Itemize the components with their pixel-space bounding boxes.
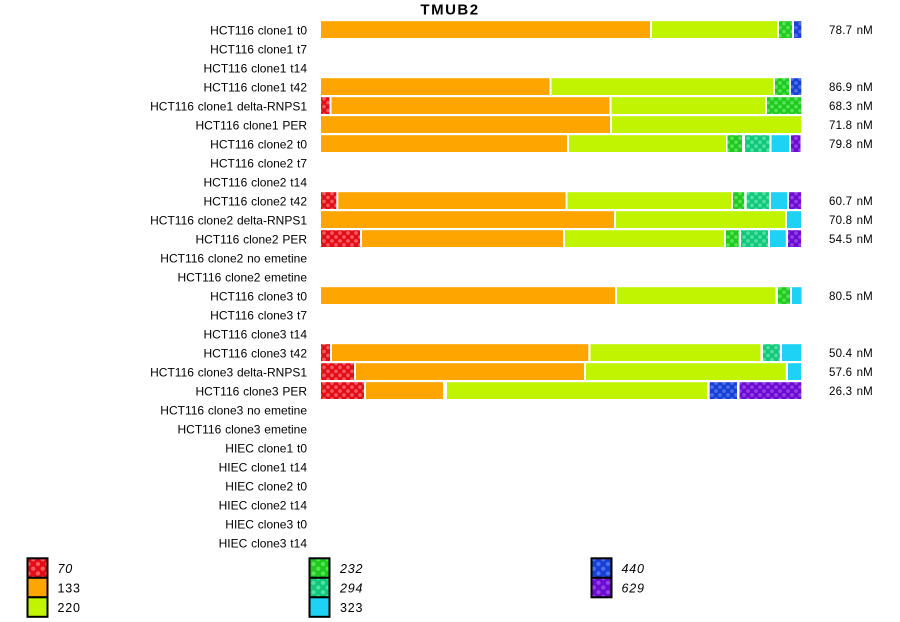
svg-text:HCT116 clone1 t0: HCT116 clone1 t0 — [210, 24, 307, 38]
svg-text:HIEC clone2 t0: HIEC clone2 t0 — [225, 480, 307, 494]
svg-text:440: 440 — [622, 562, 645, 576]
svg-text:70.8 nM: 70.8 nM — [829, 215, 873, 227]
svg-text:HCT116 clone2 t7: HCT116 clone2 t7 — [210, 157, 307, 171]
svg-text:78.7 nM: 78.7 nM — [829, 25, 873, 37]
svg-text:60.7 nM: 60.7 nM — [829, 196, 873, 208]
svg-text:220: 220 — [58, 601, 81, 615]
svg-text:HCT116 clone2 t42: HCT116 clone2 t42 — [203, 195, 307, 209]
svg-text:HCT116 clone3 t0: HCT116 clone3 t0 — [210, 290, 307, 304]
svg-text:HCT116 clone3 emetine: HCT116 clone3 emetine — [177, 423, 307, 437]
svg-text:HCT116 clone2 t14: HCT116 clone2 t14 — [203, 176, 307, 190]
svg-text:68.3 nM: 68.3 nM — [829, 101, 873, 113]
svg-text:HCT116 clone3 PER: HCT116 clone3 PER — [196, 385, 308, 399]
svg-text:294: 294 — [339, 582, 363, 596]
svg-text:HCT116 clone1 t14: HCT116 clone1 t14 — [203, 62, 307, 76]
svg-text:HIEC clone1 t14: HIEC clone1 t14 — [219, 461, 308, 475]
svg-text:232: 232 — [339, 562, 363, 576]
svg-text:71.8 nM: 71.8 nM — [829, 120, 873, 132]
svg-text:HIEC clone2 t14: HIEC clone2 t14 — [219, 499, 308, 513]
svg-text:323: 323 — [340, 601, 363, 615]
svg-text:HCT116 clone3 t7: HCT116 clone3 t7 — [210, 309, 307, 323]
svg-text:HCT116 clone2 emetine: HCT116 clone2 emetine — [177, 271, 307, 285]
svg-text:133: 133 — [58, 582, 81, 596]
svg-text:HCT116 clone2 PER: HCT116 clone2 PER — [196, 233, 308, 247]
svg-text:HCT116 clone1 t42: HCT116 clone1 t42 — [203, 81, 307, 95]
svg-text:TMUB2: TMUB2 — [420, 1, 479, 18]
svg-text:HCT116 clone1 PER: HCT116 clone1 PER — [196, 119, 308, 133]
svg-text:HCT116 clone3 no emetine: HCT116 clone3 no emetine — [160, 404, 307, 418]
svg-text:HIEC clone3 t14: HIEC clone3 t14 — [219, 537, 308, 551]
svg-text:80.5 nM: 80.5 nM — [829, 291, 873, 303]
svg-text:HIEC clone1 t0: HIEC clone1 t0 — [225, 442, 307, 456]
svg-text:54.5 nM: 54.5 nM — [829, 234, 873, 246]
svg-text:HCT116 clone2 delta-RNPS1: HCT116 clone2 delta-RNPS1 — [150, 214, 307, 228]
svg-text:HCT116 clone1 t7: HCT116 clone1 t7 — [210, 43, 307, 57]
svg-text:57.6 nM: 57.6 nM — [829, 367, 873, 379]
svg-text:HCT116 clone1 delta-RNPS1: HCT116 clone1 delta-RNPS1 — [150, 100, 307, 114]
svg-text:50.4 nM: 50.4 nM — [829, 348, 873, 360]
svg-text:HCT116 clone2 t0: HCT116 clone2 t0 — [210, 138, 307, 152]
svg-text:70: 70 — [58, 562, 74, 576]
svg-text:26.3 nM: 26.3 nM — [829, 386, 873, 398]
svg-text:HCT116 clone3 delta-RNPS1: HCT116 clone3 delta-RNPS1 — [150, 366, 307, 380]
svg-text:HCT116 clone3 t14: HCT116 clone3 t14 — [203, 328, 307, 342]
svg-text:HCT116 clone2 no emetine: HCT116 clone2 no emetine — [160, 252, 307, 266]
svg-text:HCT116 clone3 t42: HCT116 clone3 t42 — [203, 347, 307, 361]
svg-text:HIEC clone3 t0: HIEC clone3 t0 — [225, 518, 307, 532]
svg-text:79.8 nM: 79.8 nM — [829, 139, 873, 151]
svg-text:629: 629 — [622, 582, 645, 596]
svg-text:86.9 nM: 86.9 nM — [829, 82, 873, 94]
